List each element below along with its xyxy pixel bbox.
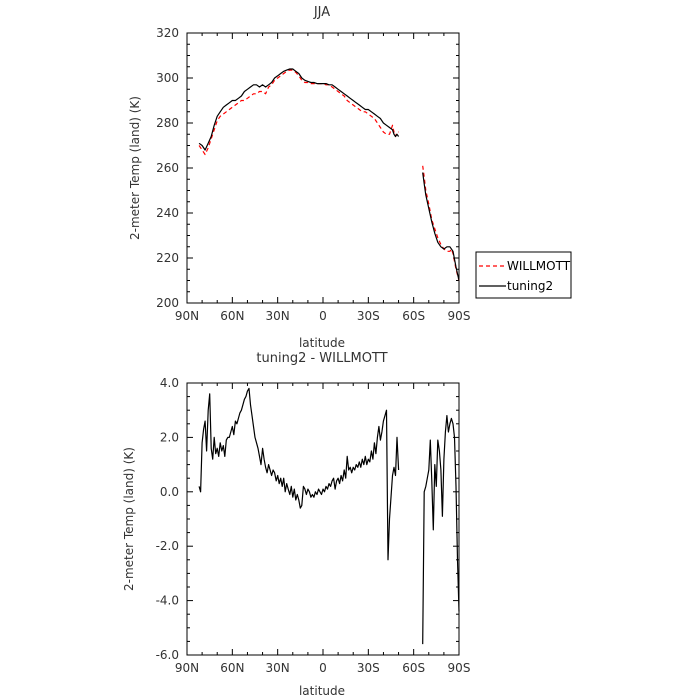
bottom-series-difference-line <box>422 415 460 645</box>
top-ticks <box>186 32 460 304</box>
top-series-tuning2-line <box>198 68 400 151</box>
bottom-y-tick-label: 0.0 <box>160 485 179 499</box>
top-y-tick-label: 240 <box>156 206 179 220</box>
bottom-x-axis-label: latitude <box>299 684 345 698</box>
legend: WILLMOTT tuning2 <box>475 251 572 299</box>
bottom-panel-title: tuning2 - WILLMOTT <box>256 351 387 366</box>
top-panel: JJA 90N 60N 30N 0 30S 60S 90S 200 220 240 260 280 30… <box>128 5 470 350</box>
bottom-series-difference-line <box>198 387 400 561</box>
bottom-y-tick-label: 2.0 <box>160 430 179 444</box>
bottom-y-tick-label: -6.0 <box>156 648 179 662</box>
top-x-tick-label: 90S <box>448 309 471 323</box>
top-y-tick-label: 300 <box>156 71 179 85</box>
top-x-tick-label: 60N <box>220 309 244 323</box>
bottom-x-tick-label: 0 <box>319 661 327 675</box>
bottom-tick-labels: 90N 60N 30N 0 30S 60S 90S 4.0 2.0 0.0 -2.0 -4.0 -6.0 <box>156 376 471 675</box>
legend-label-willmott: WILLMOTT <box>507 259 571 273</box>
top-x-tick-label: 30S <box>357 309 380 323</box>
top-panel-title: JJA <box>313 5 330 20</box>
bottom-y-tick-label: -2.0 <box>156 539 179 553</box>
top-x-tick-label: 30N <box>266 309 290 323</box>
legend-box <box>475 251 572 299</box>
bottom-x-tick-label: 30S <box>357 661 380 675</box>
top-plot-frame <box>186 32 460 304</box>
top-y-axis-label: 2-meter Temp (land) (K) <box>128 96 142 240</box>
bottom-y-axis-label: 2-meter Temp (land) (K) <box>122 447 136 591</box>
top-series-willmott-line <box>198 69 399 156</box>
top-series-tuning2-line <box>422 172 460 281</box>
bottom-plot-frame <box>186 382 460 656</box>
bottom-ticks <box>186 382 460 656</box>
bottom-y-tick-label: 4.0 <box>160 376 179 390</box>
top-x-tick-label: 90N <box>175 309 199 323</box>
top-y-tick-label: 260 <box>156 161 179 175</box>
top-series-willmott-line <box>422 165 460 281</box>
bottom-panel: tuning2 - WILLMOTT 90N 60N 30N 0 30S 60S 90S 4.… <box>122 351 470 698</box>
bottom-x-tick-label: 90S <box>448 661 471 675</box>
bottom-x-tick-label: 60S <box>402 661 425 675</box>
bottom-x-tick-label: 60N <box>220 661 244 675</box>
bottom-x-tick-label: 90N <box>175 661 199 675</box>
top-y-tick-label: 280 <box>156 116 179 130</box>
top-y-tick-label: 320 <box>156 26 179 40</box>
legend-label-tuning2: tuning2 <box>507 279 553 293</box>
top-x-axis-label: latitude <box>299 336 345 350</box>
top-y-tick-label: 200 <box>156 296 179 310</box>
top-tick-labels: 90N 60N 30N 0 30S 60S 90S 200 220 240 260 280 300 320 <box>156 26 470 323</box>
top-x-tick-label: 0 <box>319 309 327 323</box>
bottom-x-tick-label: 30N <box>266 661 290 675</box>
bottom-series <box>198 387 460 645</box>
top-y-tick-label: 220 <box>156 251 179 265</box>
top-x-tick-label: 60S <box>402 309 425 323</box>
bottom-y-tick-label: -4.0 <box>156 594 179 608</box>
top-series <box>198 68 460 281</box>
